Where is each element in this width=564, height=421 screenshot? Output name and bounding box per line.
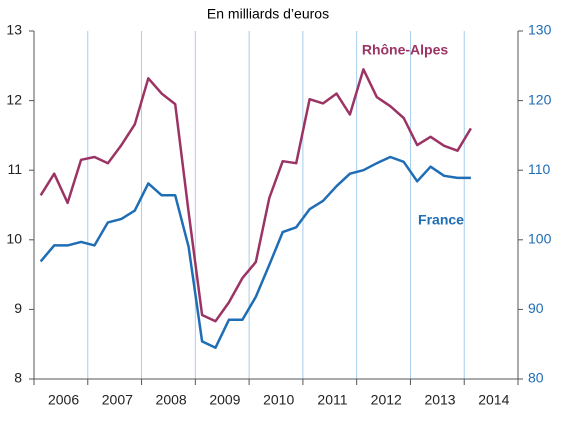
x-tick-label: 2011: [317, 392, 347, 408]
y-tick-label: 9: [14, 300, 22, 316]
x-tick-label: 2014: [478, 392, 509, 408]
y2-tick-label: 90: [528, 300, 544, 316]
y-tick-label: 11: [7, 161, 22, 177]
series-line: [39, 155, 471, 349]
y2-tick-label: 110: [528, 161, 551, 177]
y-tick-label: 10: [6, 231, 22, 247]
x-tick-label: 2008: [156, 392, 187, 408]
y-tick-label: 13: [6, 22, 22, 38]
x-tick-label: 2013: [424, 392, 455, 408]
x-tick-label: 2012: [371, 392, 402, 408]
y-tick-label: 8: [14, 370, 22, 386]
x-tick-label: 2010: [263, 392, 294, 408]
series-label: Rhône-Alpes: [362, 42, 449, 58]
y2-tick-label: 100: [528, 231, 552, 247]
y-tick-label: 12: [6, 91, 22, 107]
x-tick-label: 2007: [102, 392, 133, 408]
y2-tick-label: 130: [528, 22, 552, 38]
series-label: France: [418, 212, 464, 228]
x-tick-label: 2006: [48, 392, 79, 408]
y2-tick-label: 120: [528, 91, 552, 107]
y2-tick-label: 80: [528, 370, 544, 386]
x-tick-label: 2009: [209, 392, 240, 408]
series-line: [39, 68, 472, 323]
chart-title: En milliards d’euros: [207, 6, 329, 22]
